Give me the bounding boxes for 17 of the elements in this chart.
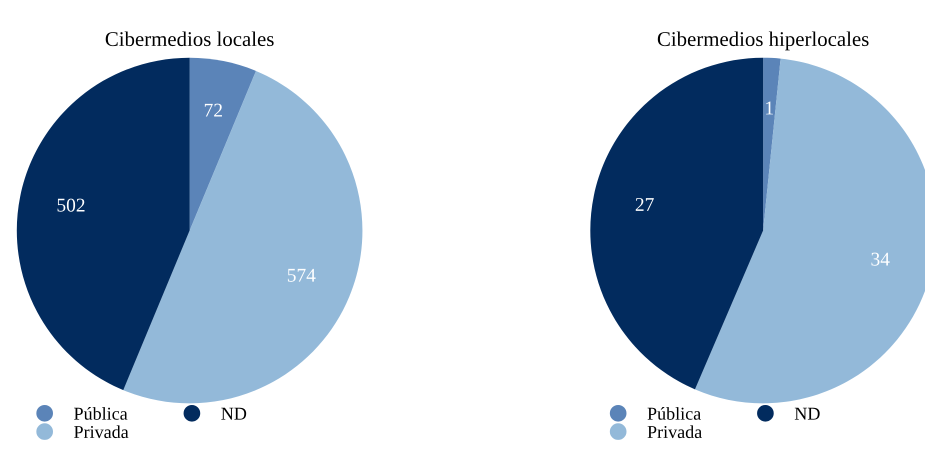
data-label: 27 <box>636 198 654 211</box>
legend-label: Pública <box>648 407 701 420</box>
legend-label: ND <box>794 408 820 420</box>
chart-title: Cibermedios hiperlocales <box>658 31 869 50</box>
legend-label: Privada <box>648 425 702 438</box>
pie-slice <box>123 70 362 404</box>
legend-label: ND <box>221 408 246 420</box>
pie-slice <box>16 58 190 390</box>
legend-label: Pública <box>74 407 128 420</box>
data-label: 72 <box>204 104 222 117</box>
data-label: 574 <box>288 268 316 282</box>
data-label: 1 <box>766 102 773 114</box>
chart-title: Cibermedios locales <box>106 31 274 46</box>
legend-label: Privada <box>74 425 128 438</box>
pie-slice <box>190 58 256 231</box>
data-label: 34 <box>871 252 890 266</box>
data-label: 502 <box>58 198 84 212</box>
